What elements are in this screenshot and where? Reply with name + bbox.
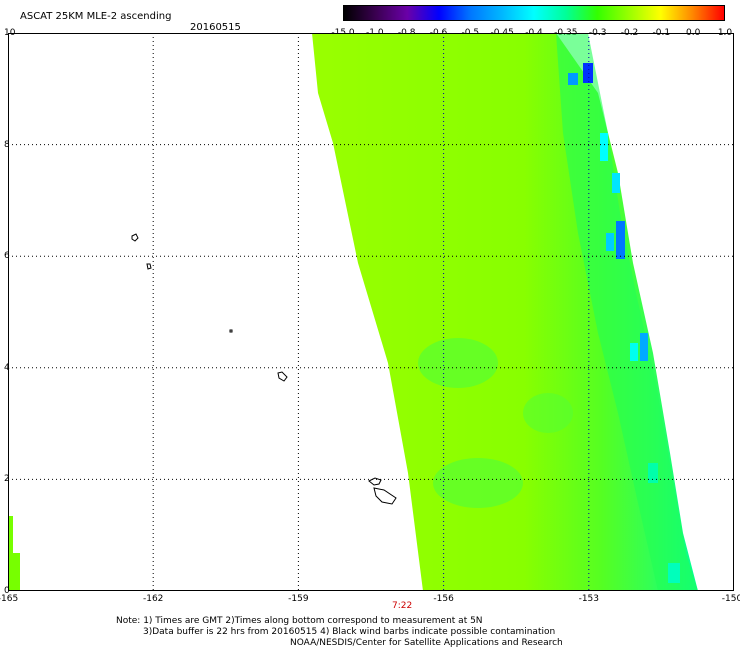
note-line-1: Note: 1) Times are GMT 2)Times along bot… xyxy=(116,616,483,626)
y-tick-label: 0 xyxy=(4,586,10,596)
y-tick-label: 4 xyxy=(4,362,10,373)
plot-frame xyxy=(8,33,734,591)
map-grid xyxy=(8,33,734,591)
map-title: ASCAT 25KM MLE-2 ascending xyxy=(20,11,172,22)
y-tick-label: 6 xyxy=(4,251,10,262)
x-tick-label: -162 xyxy=(142,594,164,604)
colorbar xyxy=(343,5,725,21)
scatterometer-swath xyxy=(312,33,698,591)
x-tick-label: -150 xyxy=(721,594,740,604)
x-tick-label: -159 xyxy=(288,594,309,604)
swath-fragment xyxy=(8,516,20,591)
pass-time-label: 7:22 xyxy=(392,601,413,611)
map-date: 20160515 xyxy=(190,22,241,33)
x-tick-label: -156 xyxy=(433,594,454,604)
note-line-2: 3)Data buffer is 22 hrs from 20160515 4)… xyxy=(143,627,556,637)
x-tick-label: -165 xyxy=(0,594,19,604)
hawaii-islands xyxy=(131,233,397,505)
map-plot xyxy=(8,33,734,591)
y-tick-label: 2 xyxy=(4,474,10,485)
y-tick-label: 8 xyxy=(4,139,10,150)
x-tick-label: -153 xyxy=(578,594,600,604)
note-line-3: NOAA/NESDIS/Center for Satellite Applica… xyxy=(290,638,563,648)
y-tick-label: 10 xyxy=(4,28,16,38)
